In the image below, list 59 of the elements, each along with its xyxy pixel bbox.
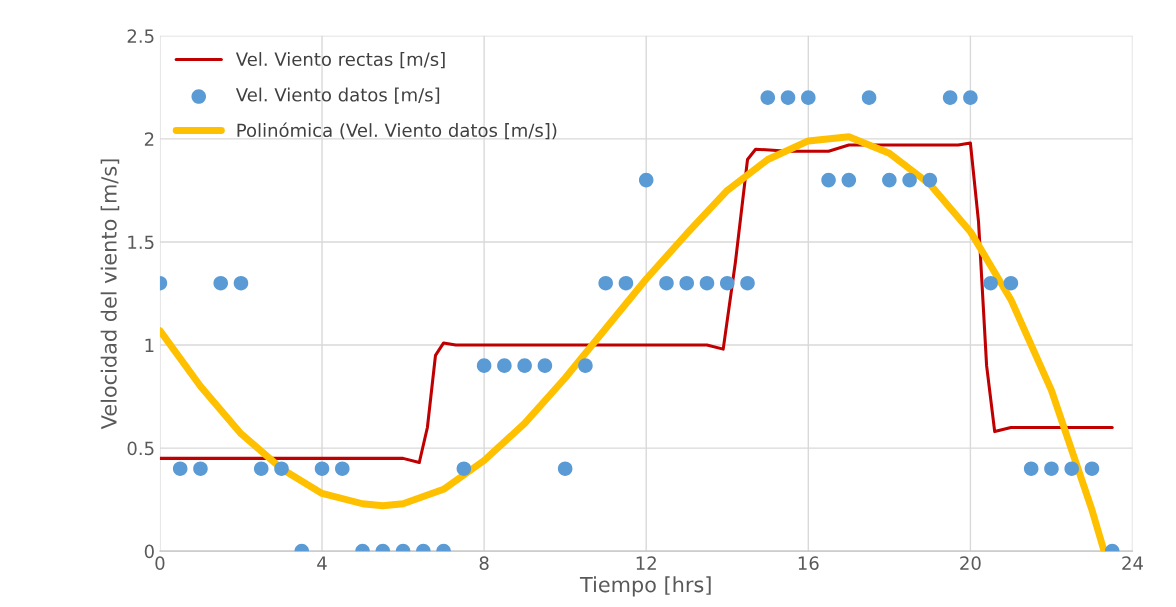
- point: [476, 358, 492, 373]
- y-tick-label: 2.5: [127, 29, 154, 43]
- point: [517, 358, 532, 373]
- point: [780, 90, 796, 105]
- y-axis-title: Velocidad del viento [m/s]: [100, 159, 120, 430]
- point: [1044, 461, 1059, 476]
- legend-label: Vel. Viento rectas [m/s]: [235, 52, 445, 69]
- point: [172, 461, 188, 476]
- point: [882, 172, 897, 188]
- legend-label: Vel. Viento datos [m/s]: [235, 87, 440, 104]
- y-tick-label: 1: [145, 338, 154, 352]
- point: [983, 275, 998, 291]
- point: [314, 461, 330, 476]
- point: [335, 461, 350, 476]
- y-tick-label: 0: [144, 544, 154, 559]
- legend-label: Polinómica (Vel. Viento datos [m/s]): [237, 122, 557, 140]
- point: [213, 275, 228, 291]
- point: [760, 90, 776, 105]
- x-tick-label: 4: [317, 556, 327, 570]
- point: [638, 172, 654, 188]
- y-tick-label: 1.5: [128, 235, 154, 250]
- x-axis-title: Tiempo [hrs]: [579, 576, 711, 597]
- point: [679, 275, 695, 291]
- x-tick-label: 24: [1122, 556, 1143, 570]
- point: [922, 172, 938, 188]
- point: [193, 461, 208, 476]
- point: [841, 172, 857, 188]
- point: [598, 275, 613, 291]
- point: [861, 90, 877, 105]
- y-tick-label: 0.5: [127, 441, 154, 456]
- point: [902, 172, 917, 188]
- point: [963, 90, 978, 105]
- point: [719, 275, 735, 291]
- point: [253, 461, 269, 476]
- x-tick-label: 0: [155, 556, 165, 570]
- point: [1084, 461, 1100, 476]
- point: [801, 90, 816, 105]
- point: [740, 275, 755, 291]
- point: [821, 172, 836, 188]
- x-tick-label: 16: [798, 556, 819, 570]
- x-tick-label: 12: [636, 556, 656, 570]
- x-tick-label: 8: [479, 556, 489, 570]
- point: [274, 461, 289, 476]
- point: [537, 358, 553, 373]
- line-series: [159, 141, 1114, 465]
- point: [1023, 461, 1039, 476]
- point: [233, 275, 249, 291]
- point: [618, 275, 634, 291]
- point: [557, 461, 573, 476]
- y-tick-label: 2: [144, 132, 154, 146]
- point: [456, 461, 472, 476]
- point: [659, 275, 674, 291]
- point: [497, 358, 512, 373]
- point: [1064, 461, 1079, 476]
- point: [1003, 275, 1019, 291]
- x-tick-label: 20: [960, 556, 981, 570]
- point: [699, 275, 715, 291]
- point: [578, 358, 593, 373]
- point: [942, 90, 958, 105]
